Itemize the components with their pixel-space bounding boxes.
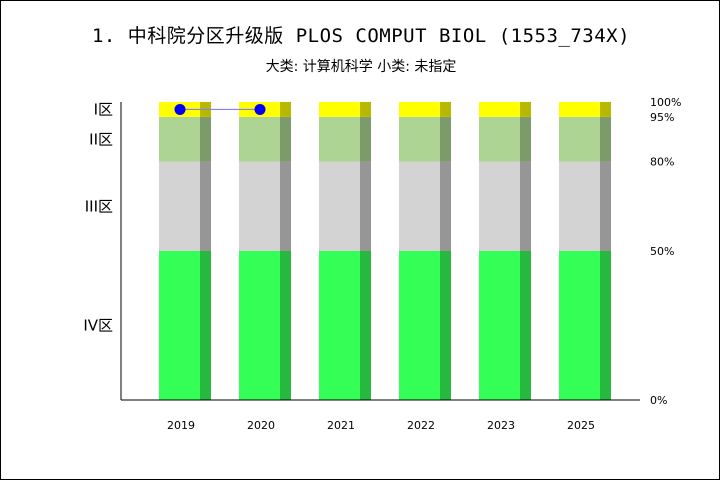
zone-label-I区: I区: [94, 100, 113, 118]
bar-segment-2021-II区: [319, 116, 360, 162]
marker-point-2019: [174, 103, 186, 115]
right-tick-80: 80%: [650, 156, 674, 169]
chart-subtitle: 大类: 计算机科学 小类: 未指定: [265, 59, 457, 75]
bar-segment-shade-2020-IV区: [280, 251, 291, 400]
bar-segment-shade-2023-I区: [520, 102, 531, 117]
bar-segment-2021-I区: [319, 102, 360, 117]
bar-segment-shade-2022-IV区: [440, 251, 451, 400]
bar-segment-shade-2021-IV区: [360, 251, 371, 400]
x-tick-label-2022: 2022: [407, 419, 435, 432]
x-tick-label-2020: 2020: [247, 419, 275, 432]
bar-segment-shade-2022-I区: [440, 102, 451, 117]
bar-segment-shade-2019-III区: [200, 161, 211, 251]
marker-point-2020: [254, 103, 266, 115]
bar-segment-2022-II区: [399, 116, 440, 162]
bar-segment-shade-2020-I区: [280, 102, 291, 117]
bar-segment-2023-II区: [479, 116, 520, 162]
bar-segment-shade-2022-III区: [440, 161, 451, 251]
bar-segment-shade-2019-IV区: [200, 251, 211, 400]
bar-segment-shade-2020-II区: [280, 116, 291, 162]
bar-segment-2025-I区: [559, 102, 600, 117]
bar-segment-shade-2021-III区: [360, 161, 371, 251]
bar-segment-shade-2025-IV区: [600, 251, 611, 400]
right-tick-0: 0%: [650, 394, 667, 407]
bar-segment-shade-2021-II区: [360, 116, 371, 162]
bar-segment-2025-IV区: [559, 251, 600, 400]
x-tick-label-2023: 2023: [487, 419, 515, 432]
x-tick-label-2019: 2019: [167, 419, 195, 432]
x-tick-label-2025: 2025: [567, 419, 595, 432]
bar-segment-2019-IV区: [159, 251, 200, 400]
bar-segment-2019-III区: [159, 161, 200, 251]
bar-segment-shade-2023-IV区: [520, 251, 531, 400]
right-tick-100: 100%: [650, 96, 681, 109]
bar-segment-2021-III区: [319, 161, 360, 251]
bar-segment-shade-2025-II区: [600, 116, 611, 162]
bar-segment-shade-2020-III区: [280, 161, 291, 251]
chart-title: 1. 中科院分区升级版 PLOS COMPUT BIOL (1553_734X): [91, 25, 631, 47]
bar-segment-shade-2025-I区: [600, 102, 611, 117]
x-tick-label-2021: 2021: [327, 419, 355, 432]
zone-label-III区: III区: [85, 197, 113, 215]
bar-segment-shade-2021-I区: [360, 102, 371, 117]
bar-segment-2022-IV区: [399, 251, 440, 400]
zone-label-IV区: IV区: [83, 317, 113, 335]
bar-segment-2020-III区: [239, 161, 280, 251]
bar-segment-2022-I区: [399, 102, 440, 117]
bar-segment-shade-2023-II区: [520, 116, 531, 162]
bar-segment-2023-IV区: [479, 251, 520, 400]
bar-segment-2020-II区: [239, 116, 280, 162]
bar-segment-2025-III区: [559, 161, 600, 251]
right-tick-50: 50%: [650, 245, 674, 258]
bar-segment-2025-II区: [559, 116, 600, 162]
right-tick-95: 95%: [650, 111, 674, 124]
bar-segment-shade-2023-III区: [520, 161, 531, 251]
bar-segment-2022-III区: [399, 161, 440, 251]
bar-segment-shade-2025-III区: [600, 161, 611, 251]
bar-segment-2019-II区: [159, 116, 200, 162]
bar-segment-shade-2019-II区: [200, 116, 211, 162]
bar-segment-2021-IV区: [319, 251, 360, 400]
bar-segment-2020-IV区: [239, 251, 280, 400]
bar-segment-2023-III区: [479, 161, 520, 251]
bar-segment-shade-2022-II区: [440, 116, 451, 162]
zone-label-II区: II区: [89, 130, 113, 148]
bar-segment-2023-I区: [479, 102, 520, 117]
